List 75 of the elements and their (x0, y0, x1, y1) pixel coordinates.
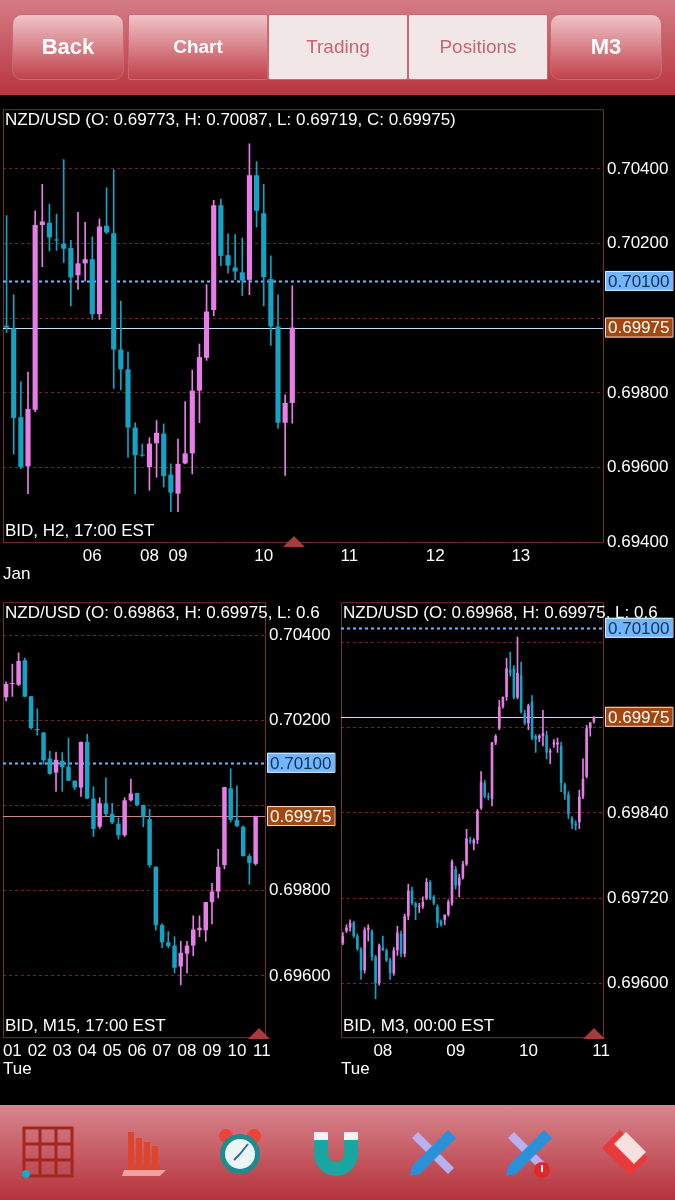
text: BID, M3, 00:00 EST (343, 1016, 495, 1036)
ref-line-label: 0.70100 (608, 271, 670, 291)
candlestick (363, 927, 366, 974)
x-tick-label: 02 (27, 1041, 47, 1061)
candlestick (527, 703, 530, 730)
candlestick (139, 443, 145, 457)
x-tick-label: 10 (518, 1041, 538, 1061)
candlestick (282, 394, 288, 476)
candlestick (61, 159, 67, 263)
candlestick (239, 237, 245, 296)
y-tick-label: 0.69800 (269, 880, 331, 900)
x-tick-label: 11 (253, 1041, 271, 1061)
candlestick (166, 931, 171, 949)
x-tick-label: 11 (592, 1041, 611, 1061)
candlestick (497, 700, 501, 730)
x-tick-label: 10 (254, 546, 274, 566)
x-tick-label: 08 (139, 546, 159, 566)
y-tick-label: 0.69600 (269, 965, 331, 985)
candlestick (118, 300, 124, 391)
candlestick (505, 658, 508, 701)
ref-line-label: 0.70100 (608, 618, 670, 638)
candlestick (75, 211, 81, 290)
x-tick-label: 09 (168, 546, 188, 566)
candlestick (516, 636, 519, 700)
x-tick-label: 01 (2, 1041, 22, 1061)
x-tick-label: 07 (152, 1041, 172, 1061)
text: Chart (128, 14, 268, 80)
x-tick-label: 08 (177, 1041, 197, 1061)
x-axis-title: Tue (3, 1059, 32, 1079)
y-tick-label: 0.69600 (607, 457, 669, 477)
y-tick-label: 0.69800 (607, 382, 669, 402)
x-tick-label: 08 (373, 1041, 393, 1061)
text: Trading (268, 14, 408, 80)
x-tick-label: 11 (340, 546, 359, 566)
candlestick (545, 730, 548, 760)
text: BID, H2, 17:00 EST (5, 521, 155, 541)
ref-line-label: 0.69975 (270, 806, 332, 826)
x-axis-title: Tue (341, 1059, 370, 1079)
text: M3 (550, 14, 662, 80)
y-tick-label: 0.70200 (607, 233, 669, 253)
candlestick (82, 221, 88, 282)
x-tick-label: 12 (425, 546, 445, 566)
candlestick (60, 752, 65, 792)
x-axis-title: Jan (3, 564, 31, 584)
x-tick-label: 09 (446, 1041, 466, 1061)
ref-line-label: 0.69975 (608, 707, 670, 727)
y-tick-label: 0.70400 (269, 624, 331, 644)
y-tick-label: 0.70200 (269, 709, 331, 729)
y-tick-label: 0.69720 (607, 888, 669, 908)
text: Positions (408, 14, 548, 80)
candlestick (436, 904, 439, 928)
text: BID, M15, 17:00 EST (5, 1016, 166, 1036)
text: Back (12, 14, 124, 80)
candlestick (35, 708, 40, 736)
chart-title: NZD/USD (O: 0.69863, H: 0.69975, L: 0.6 (5, 603, 320, 623)
x-tick-label: 13 (511, 546, 531, 566)
candlestick (556, 737, 559, 753)
x-tick-label: 06 (82, 546, 102, 566)
x-tick-label: 05 (102, 1041, 122, 1061)
candlestick (454, 866, 457, 890)
candlestick (232, 234, 238, 281)
candlestick (182, 401, 188, 465)
ref-line-label: 0.69975 (608, 318, 670, 338)
y-tick-label: 0.69400 (607, 531, 669, 551)
candlestick (494, 734, 497, 745)
x-tick-label: 04 (77, 1041, 97, 1061)
y-tick-label: 0.70400 (607, 158, 669, 178)
x-tick-label: 10 (227, 1041, 247, 1061)
x-tick-label: 06 (127, 1041, 147, 1061)
ref-line-label: 0.70100 (270, 753, 332, 773)
y-tick-label: 0.69840 (607, 802, 669, 822)
x-tick-label: 03 (52, 1041, 72, 1061)
chart-title: NZD/USD (O: 0.69773, H: 0.70087, L: 0.69719, C: 0.69975) (5, 110, 456, 130)
x-tick-label: 09 (202, 1041, 222, 1061)
y-tick-label: 0.69600 (607, 973, 669, 993)
